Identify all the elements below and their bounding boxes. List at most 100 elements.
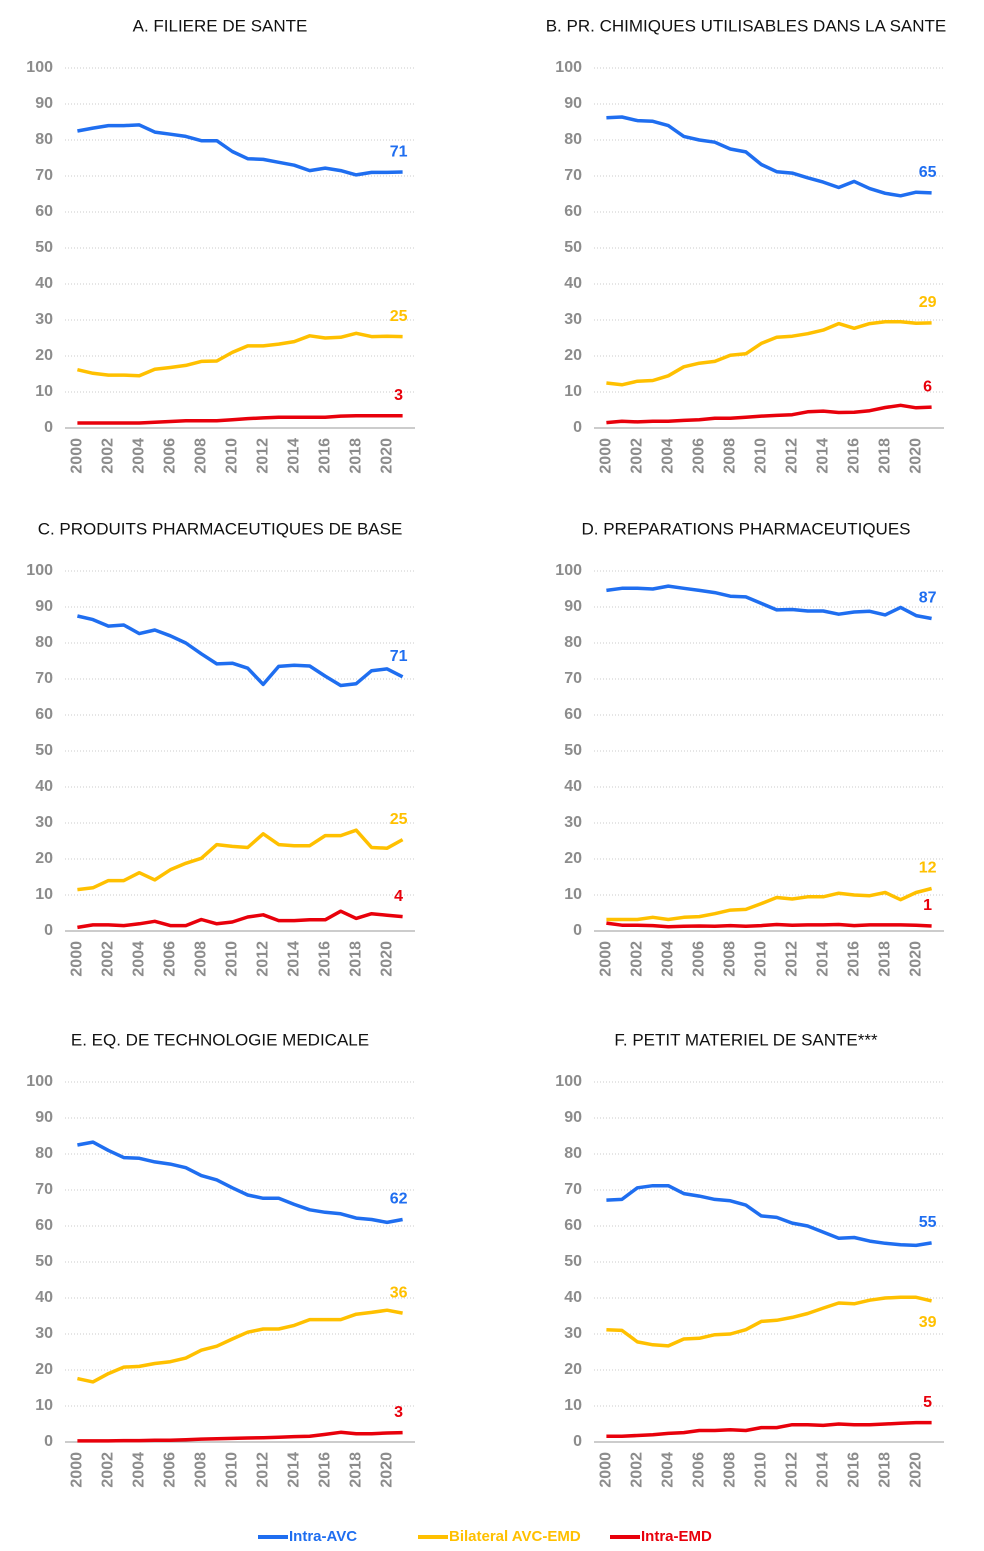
x-tick-label: 2016 [845,1452,862,1488]
x-tick-label: 2016 [845,941,862,977]
y-tick-label: 80 [564,131,582,148]
value-label: 25 [390,811,408,828]
y-tick-label: 70 [564,670,582,687]
y-tick-label: 40 [564,1289,582,1306]
y-tick-label: 20 [35,850,53,867]
x-tick-label: 2020 [378,941,395,977]
y-tick-label: 10 [35,1397,53,1414]
chart-title: A. FILIERE DE SANTE [133,16,308,35]
series-line [606,584,932,621]
y-tick-label: 70 [35,1181,53,1198]
x-tick-label: 2006 [162,941,179,977]
x-tick-label: 2018 [347,438,364,474]
x-tick-label: 2016 [845,438,862,474]
x-tick-label: 2020 [907,438,924,474]
series-line [77,1308,403,1384]
x-tick-label: 2012 [783,941,800,977]
value-label: 3 [394,387,403,404]
x-tick-label: 2002 [100,941,117,977]
x-tick-label: 2004 [660,941,677,977]
y-tick-label: 40 [564,275,582,292]
y-tick-label: 10 [564,383,582,400]
x-tick-label: 2002 [100,438,117,474]
y-tick-label: 90 [564,1109,582,1126]
x-tick-label: 2018 [876,438,893,474]
y-tick-label: 90 [35,1109,53,1126]
series-line [606,886,933,922]
x-tick-label: 2020 [907,1452,924,1488]
x-tick-label: 2004 [131,1452,148,1488]
y-tick-label: 100 [26,1073,53,1090]
y-tick-label: 100 [555,1073,582,1090]
series-line [77,414,403,425]
x-tick-label: 2014 [814,438,831,474]
y-tick-label: 0 [44,419,53,436]
x-tick-label: 2010 [752,1452,769,1488]
x-tick-label: 2008 [193,438,210,474]
y-tick-label: 100 [555,59,582,76]
x-tick-label: 2018 [876,1452,893,1488]
x-tick-label: 2002 [100,1452,117,1488]
y-tick-label: 40 [35,1289,53,1306]
y-tick-label: 0 [573,922,582,939]
x-tick-label: 2006 [162,438,179,474]
legend-label: Intra-EMD [641,1528,712,1545]
y-tick-label: 10 [35,383,53,400]
y-tick-label: 30 [35,1325,53,1342]
x-tick-label: 2012 [254,1452,271,1488]
x-tick-label: 2008 [722,1452,739,1488]
series-line [606,115,932,198]
y-tick-label: 100 [26,59,53,76]
value-label: 39 [919,1314,937,1331]
x-tick-label: 2014 [285,1452,302,1488]
series-line [77,123,403,177]
y-tick-label: 0 [573,419,582,436]
x-tick-label: 2004 [131,438,148,474]
y-tick-label: 30 [35,311,53,328]
y-tick-label: 80 [35,634,53,651]
x-tick-label: 2014 [285,941,302,977]
y-tick-label: 40 [35,275,53,292]
x-tick-label: 2018 [347,1452,364,1488]
y-tick-label: 100 [26,562,53,579]
y-tick-label: 80 [564,1145,582,1162]
value-label: 25 [390,308,408,325]
x-tick-label: 2010 [752,941,769,977]
series-line [77,614,404,688]
x-tick-label: 2012 [783,438,800,474]
x-tick-label: 2004 [660,1452,677,1488]
y-tick-label: 20 [564,1361,582,1378]
y-tick-label: 0 [44,1433,53,1450]
y-tick-label: 0 [573,1433,582,1450]
legend-label: Bilateral AVC-EMD [449,1528,581,1545]
y-tick-label: 60 [564,1217,582,1234]
x-tick-label: 2012 [254,438,271,474]
series-line [77,828,404,892]
chart-title: F. PETIT MATERIEL DE SANTE*** [614,1030,878,1049]
y-tick-label: 30 [564,814,582,831]
y-tick-label: 60 [35,1217,53,1234]
y-tick-label: 80 [35,131,53,148]
y-tick-label: 50 [564,1253,582,1270]
x-tick-label: 2012 [254,941,271,977]
y-tick-label: 70 [564,167,582,184]
y-tick-label: 10 [564,886,582,903]
x-tick-label: 2010 [223,438,240,474]
x-tick-label: 2008 [722,438,739,474]
series-line [606,1295,932,1348]
y-tick-label: 70 [35,167,53,184]
value-label: 12 [919,860,937,877]
chart-title: C. PRODUITS PHARMACEUTIQUES DE BASE [38,519,403,538]
x-tick-label: 2006 [691,1452,708,1488]
series-line [77,1430,403,1443]
value-label: 29 [919,294,937,311]
x-tick-label: 2004 [660,438,677,474]
y-tick-label: 20 [564,850,582,867]
x-tick-label: 2020 [378,1452,395,1488]
y-tick-label: 90 [35,598,53,615]
x-tick-label: 2004 [131,941,148,977]
y-tick-label: 40 [564,778,582,795]
x-tick-label: 2006 [691,941,708,977]
